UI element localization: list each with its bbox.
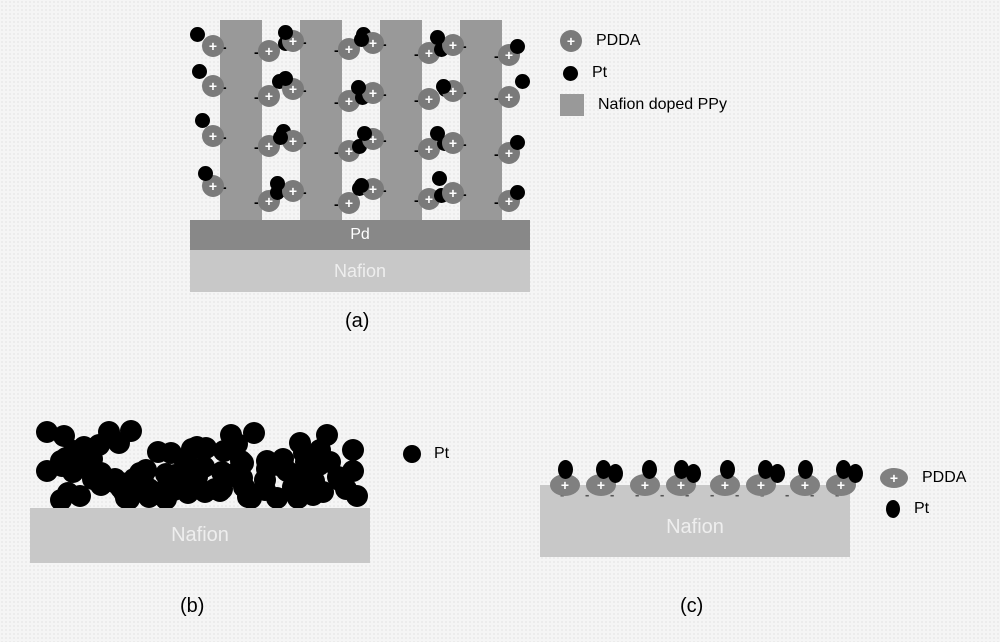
pt-particle xyxy=(510,135,525,150)
panel-a-label: (a) xyxy=(345,310,369,333)
pt-particle xyxy=(432,171,447,186)
pillars-area: -+-+-+-+-+-+-+-+-+-+-+-+-+-+-+-+-+-+-+-+… xyxy=(190,20,530,220)
pdda-particle: + xyxy=(202,35,224,57)
legend-pdda-label: PDDA xyxy=(596,32,640,50)
pdda-particle: + xyxy=(418,88,440,110)
pt-particle xyxy=(510,185,525,200)
pt-particle xyxy=(237,486,259,508)
pt-particle xyxy=(81,448,103,470)
pdda-particle: + xyxy=(442,34,464,56)
pdda-icon: + xyxy=(880,468,908,488)
pt-particle xyxy=(798,460,813,479)
pt-particle xyxy=(848,464,863,483)
minus-charge: - xyxy=(785,487,789,502)
panel-b-label: (b) xyxy=(180,595,204,618)
pt-particle xyxy=(642,460,657,479)
pt-particle xyxy=(608,464,623,483)
pt-icon xyxy=(563,66,578,81)
pt-particle xyxy=(515,74,530,89)
pt-particle xyxy=(342,439,364,461)
legend-ppy-label: Nafion doped PPy xyxy=(598,96,727,114)
legend-pdda: + PDDA xyxy=(560,30,727,52)
pt-particle xyxy=(430,126,445,141)
minus-charge: - xyxy=(660,487,664,502)
pt-particle xyxy=(55,447,77,469)
pdda-particle: + xyxy=(498,86,520,108)
pdda-particle: + xyxy=(202,125,224,147)
legend-c: + PDDA Pt xyxy=(880,468,966,530)
pt-particle xyxy=(278,25,293,40)
pt-icon xyxy=(886,500,900,518)
legend-c-pt: Pt xyxy=(880,500,966,518)
legend-c-pdda: + PDDA xyxy=(880,468,966,488)
pt-particle xyxy=(192,64,207,79)
panel-b: Nafion xyxy=(30,400,370,580)
nafion-layer-b: Nafion xyxy=(30,508,370,563)
pt-particle xyxy=(357,126,372,141)
pt-particle xyxy=(303,470,325,492)
pt-particle xyxy=(273,130,288,145)
pt-particle xyxy=(770,464,785,483)
pt-particle xyxy=(278,71,293,86)
pdda-particle: + xyxy=(442,182,464,204)
pt-particle xyxy=(105,472,127,494)
ppy-icon xyxy=(560,94,584,116)
legend-ppy: Nafion doped PPy xyxy=(560,94,727,116)
pt-particle xyxy=(36,460,58,482)
legend-b-pt-label: Pt xyxy=(434,445,449,463)
nafion-layer-a: Nafion xyxy=(190,250,530,292)
pt-particle xyxy=(193,456,215,478)
legend-pt: Pt xyxy=(560,64,727,82)
pt-particle xyxy=(558,460,573,479)
pt-particle xyxy=(510,39,525,54)
pdda-particle: + xyxy=(282,180,304,202)
pt-particle xyxy=(138,486,160,508)
panel-a: -+-+-+-+-+-+-+-+-+-+-+-+-+-+-+-+-+-+-+-+… xyxy=(190,20,530,300)
pt-particle xyxy=(316,424,338,446)
panel-c: Nafion ------------++++++++ xyxy=(540,430,850,570)
legend-c-pt-label: Pt xyxy=(914,500,929,518)
panel-c-label: (c) xyxy=(680,595,703,618)
pt-particle xyxy=(295,451,317,473)
pt-particle xyxy=(160,442,182,464)
pd-layer: Pd xyxy=(190,220,530,250)
legend-b: Pt xyxy=(400,445,449,463)
pt-particle xyxy=(218,438,240,460)
pt-cluster xyxy=(30,400,370,510)
pdda-particle: + xyxy=(202,75,224,97)
pdda-icon: + xyxy=(560,30,582,52)
pt-particle xyxy=(720,460,735,479)
legend-c-pdda-label: PDDA xyxy=(922,469,966,487)
legend-a: + PDDA Pt Nafion doped PPy xyxy=(560,30,727,128)
pt-particle xyxy=(108,432,130,454)
pdda-particle: + xyxy=(258,40,280,62)
pt-particle xyxy=(686,464,701,483)
pdda-particle: + xyxy=(442,132,464,154)
legend-pt-label: Pt xyxy=(592,64,607,82)
pt-icon xyxy=(403,445,421,463)
pt-particle xyxy=(36,421,58,443)
